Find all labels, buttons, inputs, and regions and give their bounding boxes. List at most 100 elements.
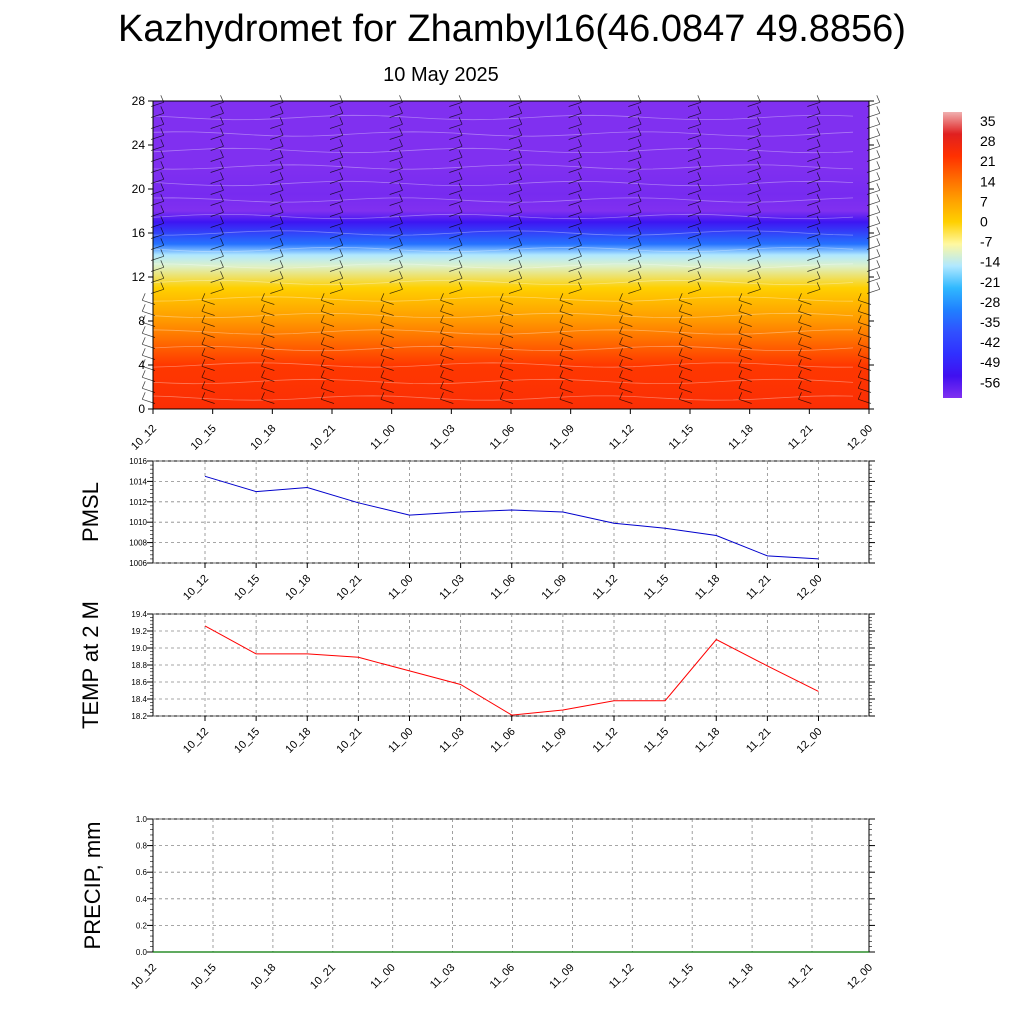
x-tick-label: 10_18 xyxy=(283,726,313,756)
wind-barb xyxy=(628,194,642,206)
wind-barb xyxy=(747,150,761,162)
wind-barb xyxy=(747,194,761,206)
wind-barb xyxy=(678,381,693,393)
wind-barb xyxy=(440,348,454,360)
wind-barb xyxy=(747,183,761,195)
wind-barb xyxy=(807,150,821,162)
wind-barb xyxy=(738,370,752,382)
wind-barb xyxy=(320,326,335,338)
wind-barb xyxy=(807,249,821,261)
chart-title: Kazhydromet for Zhambyl16(46.0847 49.885… xyxy=(118,8,906,50)
wind-barb xyxy=(798,315,812,327)
x-tick-label: 10_18 xyxy=(248,962,278,992)
x-tick-label: 11_09 xyxy=(547,423,577,453)
wind-barb xyxy=(270,227,284,239)
temp-panel: 18.2 18.4 18.6 18.8 19.0 19.2 19.4 10_12 10_15 10… xyxy=(78,601,875,756)
x-tick-label: 11_03 xyxy=(428,962,458,992)
contour-line xyxy=(152,312,854,319)
y-tick-label: 1012 xyxy=(129,498,147,507)
wind-barb xyxy=(389,282,403,294)
wind-barb xyxy=(380,381,394,393)
wind-barb xyxy=(320,293,335,305)
wind-barb xyxy=(329,128,344,140)
wind-barb xyxy=(747,271,761,283)
wind-barb xyxy=(508,161,523,173)
wind-barb xyxy=(559,304,573,316)
x-tick-label: 11_06 xyxy=(488,423,518,453)
x-tick-label: 11_06 xyxy=(488,726,518,756)
x-tick-label: 11_03 xyxy=(428,423,458,453)
wind-barb xyxy=(499,293,514,305)
contour-line xyxy=(152,114,854,121)
wind-barb xyxy=(210,260,224,272)
wind-barb xyxy=(270,183,284,195)
wind-barb xyxy=(389,205,403,217)
wind-barb xyxy=(440,392,454,404)
wind-barb xyxy=(201,381,215,393)
contour-line xyxy=(152,230,854,236)
wind-barb xyxy=(807,271,821,283)
wind-barb xyxy=(320,381,335,393)
wind-barb xyxy=(508,216,523,228)
wind-barb xyxy=(619,337,633,349)
y-tick-label: 8 xyxy=(138,314,145,328)
wind-barb xyxy=(440,337,454,349)
wind-barb xyxy=(499,359,514,371)
contour-line xyxy=(152,345,854,352)
wind-barb xyxy=(440,293,454,305)
wind-barb xyxy=(738,315,752,327)
wind-barb xyxy=(270,139,284,151)
wind-barb xyxy=(568,205,582,217)
wind-barb xyxy=(449,238,463,250)
wind-barb xyxy=(449,271,463,283)
wind-barb xyxy=(270,172,284,184)
wind-barb xyxy=(508,205,523,217)
wind-barb xyxy=(508,106,523,118)
wind-barb xyxy=(389,106,403,118)
wind-barb xyxy=(499,304,514,316)
contour-line xyxy=(152,263,854,269)
wind-barb xyxy=(747,117,761,129)
wind-barb xyxy=(508,183,523,195)
wind-barb xyxy=(678,337,693,349)
colorbar-label: 0 xyxy=(980,214,988,230)
wind-barb xyxy=(499,381,514,393)
wind-barb xyxy=(201,348,215,360)
wind-barb xyxy=(380,370,394,382)
wind-barb xyxy=(210,106,224,118)
wind-barb xyxy=(687,205,702,217)
wind-barb xyxy=(747,205,761,217)
wind-barb xyxy=(568,161,582,173)
wind-barb xyxy=(687,150,702,162)
precip-panel: 0.0 0.2 0.4 0.6 0.8 1.0 10_12 10_15 10_18 10_21 11… xyxy=(80,815,875,992)
wind-barb xyxy=(389,117,403,129)
wind-barb xyxy=(807,161,821,173)
y-tick-label: 18.4 xyxy=(131,695,147,704)
wind-barb xyxy=(201,304,215,316)
x-tick-label: 11_18 xyxy=(726,962,756,992)
wind-barb xyxy=(380,392,394,404)
wind-barb xyxy=(619,326,633,338)
wind-barb xyxy=(619,304,633,316)
wind-barb xyxy=(628,271,642,283)
wind-barb xyxy=(568,249,582,261)
wind-barb xyxy=(619,359,633,371)
x-tick-label: 11_09 xyxy=(539,573,569,603)
wind-barb xyxy=(619,348,633,360)
y-tick-label: 18.8 xyxy=(131,661,147,670)
wind-barb xyxy=(619,315,633,327)
wind-barb xyxy=(807,238,821,250)
wind-barb xyxy=(440,326,454,338)
wind-barb xyxy=(261,337,275,349)
wind-barb xyxy=(628,282,642,294)
y-tick-label: 0.4 xyxy=(136,895,148,904)
wind-barb xyxy=(687,106,702,118)
x-tick-label: 11_18 xyxy=(726,423,756,453)
wind-barb xyxy=(329,205,344,217)
wind-barb xyxy=(389,249,403,261)
wind-barb xyxy=(210,172,224,184)
wind-barb xyxy=(628,205,642,217)
wind-barb xyxy=(499,348,514,360)
wind-barb xyxy=(210,183,224,195)
wind-barb xyxy=(807,194,821,206)
